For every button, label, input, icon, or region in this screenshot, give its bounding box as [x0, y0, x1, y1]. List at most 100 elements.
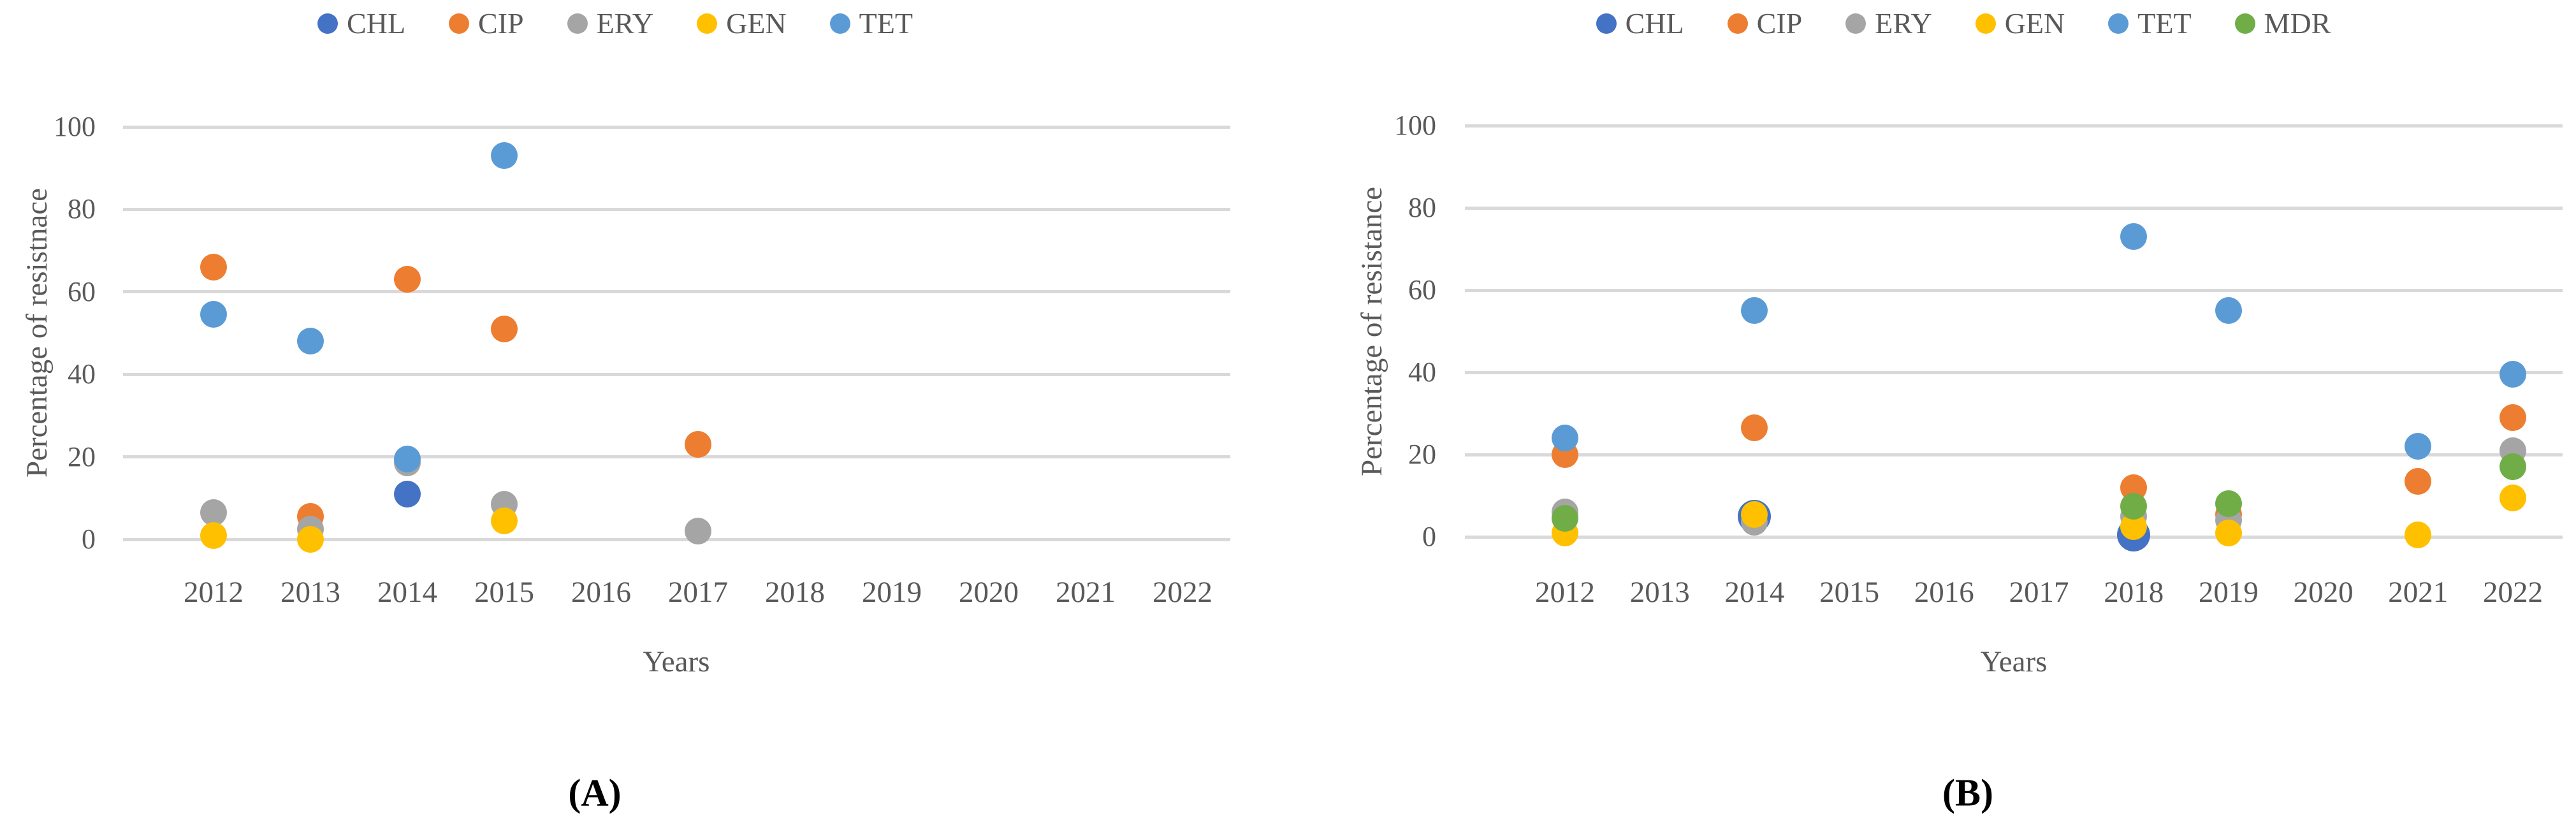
- data-point-CIP-2021: [2405, 467, 2432, 495]
- x-tick-label-2022: 2022: [1153, 576, 1212, 609]
- x-tick-label-2020: 2020: [2293, 576, 2354, 609]
- x-tick-label-2022: 2022: [2483, 576, 2543, 609]
- x-tick-label-2013: 2013: [280, 576, 340, 609]
- data-point-TET-2021: [2405, 433, 2432, 460]
- y-tick-label-100: 100: [1394, 110, 1436, 141]
- y-tick-label-40: 40: [68, 358, 96, 390]
- gridline-y60: [123, 290, 1230, 294]
- gridline-y100: [123, 125, 1230, 129]
- y-tick-label-80: 80: [1408, 192, 1436, 223]
- gridline-y80: [1465, 206, 2563, 210]
- legend-item-CHL: CHL: [1596, 9, 1684, 38]
- chart-a-legend: CHL CIP ERY GEN TET: [10, 9, 1221, 38]
- legend-item-CIP: CIP: [449, 9, 524, 38]
- legend-label-ERY: ERY: [596, 7, 654, 40]
- data-point-CHL-2014: [394, 480, 421, 507]
- data-point-CIP-2014: [394, 266, 421, 293]
- data-point-GEN-2015: [491, 507, 518, 534]
- legend-label-MDR: MDR: [2264, 7, 2331, 40]
- legend-item-TET: TET: [829, 9, 913, 38]
- data-point-TET-2015: [491, 142, 518, 170]
- data-point-TET-2012: [200, 301, 227, 328]
- legend-marker-icon-ERY: [1845, 13, 1867, 34]
- gridline-y0: [123, 537, 1230, 541]
- data-point-GEN-2014: [1741, 500, 1768, 528]
- y-tick-label-0: 0: [82, 523, 96, 555]
- legend-item-GEN: GEN: [697, 9, 787, 38]
- legend-marker-icon-GEN: [1975, 13, 1996, 34]
- y-tick-label-20: 20: [68, 441, 96, 472]
- legend-item-CIP: CIP: [1727, 7, 1803, 40]
- chart-b-legend: CHL CIP ERY GEN TET MDR: [1358, 9, 2569, 38]
- x-tick-label-2018: 2018: [2104, 576, 2164, 609]
- data-point-MDR-2019: [2215, 490, 2242, 518]
- data-point-CIP-2012: [200, 253, 227, 281]
- legend-label-CIP: CIP: [1756, 7, 1803, 40]
- legend-label-CHL: CHL: [1625, 7, 1684, 40]
- legend-item-CHL: CHL: [317, 9, 405, 38]
- y-tick-label-80: 80: [68, 193, 96, 225]
- gridline-y20: [123, 455, 1230, 459]
- gridline-y0: [1465, 535, 2563, 539]
- data-point-MDR-2018: [2120, 492, 2148, 520]
- legend-label-ERY: ERY: [1875, 7, 1932, 40]
- x-tick-label-2014: 2014: [377, 576, 437, 609]
- data-point-MDR-2012: [1552, 504, 1578, 532]
- data-point-TET-2022: [2500, 361, 2526, 388]
- gridline-y40: [123, 372, 1230, 376]
- chart-b-caption: (B): [1942, 771, 1993, 814]
- data-point-MDR-2022: [2500, 453, 2526, 481]
- legend-label-GEN: GEN: [2004, 7, 2065, 40]
- legend-label-CIP: CIP: [478, 7, 524, 40]
- gridline-y60: [1465, 288, 2563, 292]
- x-tick-label-2021: 2021: [2388, 576, 2449, 609]
- data-point-TET-2014: [394, 445, 421, 472]
- data-point-TET-2018: [2120, 223, 2148, 251]
- data-point-CIP-2014: [1741, 414, 1768, 442]
- x-tick-label-2015: 2015: [474, 576, 534, 609]
- legend-item-GEN: GEN: [1975, 7, 2065, 40]
- x-tick-label-2021: 2021: [1056, 576, 1116, 609]
- data-point-GEN-2012: [200, 522, 227, 549]
- data-point-CIP-2017: [685, 431, 711, 458]
- x-tick-label-2018: 2018: [765, 576, 825, 609]
- gridline-y100: [1465, 124, 2563, 128]
- x-tick-label-2015: 2015: [1819, 576, 1880, 609]
- chart-a-caption: (A): [568, 771, 622, 814]
- x-tick-label-2017: 2017: [2009, 576, 2069, 609]
- legend-marker-icon-TET: [2108, 13, 2129, 34]
- legend-item-ERY: ERY: [567, 9, 653, 38]
- x-tick-label-2012: 2012: [1535, 576, 1595, 609]
- legend-label-CHL: CHL: [347, 7, 406, 40]
- data-point-ERY-2017: [685, 518, 711, 545]
- chart-a-x-axis-title: Years: [643, 645, 710, 678]
- y-tick-label-60: 60: [1408, 274, 1436, 305]
- data-point-CIP-2022: [2500, 404, 2526, 431]
- legend-item-TET: TET: [2108, 7, 2192, 40]
- data-point-TET-2019: [2215, 297, 2242, 325]
- legend-marker-icon-GEN: [697, 13, 718, 34]
- legend-marker-icon-CIP: [449, 13, 470, 34]
- y-tick-label-0: 0: [1422, 521, 1436, 552]
- data-point-GEN-2021: [2405, 521, 2432, 548]
- gridline-y20: [1465, 453, 2563, 456]
- x-tick-label-2019: 2019: [862, 576, 922, 609]
- x-tick-label-2020: 2020: [959, 576, 1019, 609]
- x-tick-label-2013: 2013: [1629, 576, 1690, 609]
- legend-label-TET: TET: [2137, 7, 2192, 40]
- y-tick-label-20: 20: [1408, 439, 1436, 470]
- y-tick-label-40: 40: [1408, 356, 1436, 388]
- x-tick-label-2017: 2017: [668, 576, 728, 609]
- legend-marker-icon-CHL: [317, 13, 338, 34]
- x-tick-label-2016: 2016: [571, 576, 631, 609]
- legend-label-GEN: GEN: [726, 7, 787, 40]
- data-point-GEN-2013: [297, 526, 324, 553]
- data-point-GEN-2022: [2500, 484, 2526, 511]
- data-point-TET-2013: [297, 328, 324, 355]
- legend-marker-icon-TET: [829, 13, 850, 34]
- legend-item-MDR: MDR: [2234, 7, 2331, 40]
- chart-b-x-axis-title: Years: [1980, 645, 2048, 678]
